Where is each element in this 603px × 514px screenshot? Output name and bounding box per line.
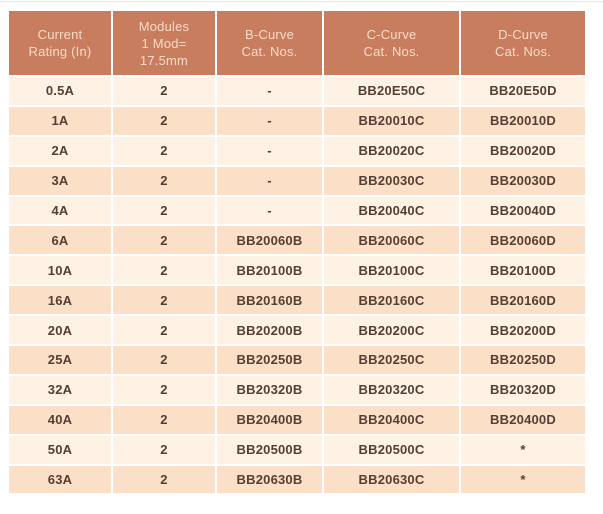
cell-c-curve: BB20250C	[324, 346, 459, 374]
cell-current-rating: 1A	[9, 106, 111, 135]
cell-d-curve: BB20030D	[461, 166, 585, 195]
cell-c-curve: BB20630C	[324, 465, 459, 494]
cell-modules: 2	[113, 346, 215, 374]
cell-current-rating: 25A	[9, 346, 111, 374]
cell-d-curve: BB20400D	[461, 405, 585, 434]
cell-b-curve: -	[217, 136, 322, 165]
cell-modules: 2	[113, 405, 215, 434]
cell-b-curve: BB20060B	[217, 226, 322, 255]
cell-modules: 2	[113, 106, 215, 135]
cell-b-curve: -	[217, 166, 322, 195]
cell-b-curve: -	[217, 77, 322, 105]
cell-b-curve: BB20400B	[217, 405, 322, 434]
cell-c-curve: BB20200C	[324, 316, 459, 345]
cell-d-curve: BB20100D	[461, 256, 585, 285]
table-header-row: Current Rating (In) Modules 1 Mod= 17.5m…	[9, 11, 585, 75]
cell-modules: 2	[113, 166, 215, 195]
table-body: 0.5A 2- BB20E50C BB20E50D 1A 2- BB20010C BB2001…	[9, 77, 585, 494]
column-header-b-curve: B-Curve Cat. Nos.	[217, 11, 322, 75]
cell-d-curve: BB20010D	[461, 106, 585, 135]
cell-b-curve: BB20100B	[217, 256, 322, 285]
cell-b-curve: BB20160B	[217, 286, 322, 315]
cell-current-rating: 63A	[9, 465, 111, 494]
cell-d-curve: BB20250D	[461, 346, 585, 374]
cell-c-curve: BB20100C	[324, 256, 459, 285]
cell-current-rating: 16A	[9, 286, 111, 315]
cell-b-curve: -	[217, 196, 322, 225]
cell-current-rating: 32A	[9, 375, 111, 404]
cell-b-curve: BB20630B	[217, 465, 322, 494]
cell-c-curve: BB20400C	[324, 405, 459, 434]
cell-c-curve: BB20E50C	[324, 77, 459, 105]
cell-current-rating: 0.5A	[9, 77, 111, 105]
cell-modules: 2	[113, 256, 215, 285]
cell-modules: 2	[113, 226, 215, 255]
cell-current-rating: 4A	[9, 196, 111, 225]
cell-c-curve: BB20010C	[324, 106, 459, 135]
catalog-table: Current Rating (In) Modules 1 Mod= 17.5m…	[9, 11, 585, 494]
column-header-d-curve: D-Curve Cat. Nos.	[461, 11, 585, 75]
cell-b-curve: BB20500B	[217, 435, 322, 464]
top-divider	[0, 1, 603, 2]
cell-c-curve: BB20500C	[324, 435, 459, 464]
cell-d-curve: BB20060D	[461, 226, 585, 255]
cell-modules: 2	[113, 286, 215, 315]
cell-modules: 2	[113, 435, 215, 464]
cell-d-curve: BB20160D	[461, 286, 585, 315]
cell-c-curve: BB20040C	[324, 196, 459, 225]
cell-current-rating: 2A	[9, 136, 111, 165]
cell-modules: 2	[113, 316, 215, 345]
cell-c-curve: BB20030C	[324, 166, 459, 195]
cell-c-curve: BB20160C	[324, 286, 459, 315]
cell-d-curve: BB20040D	[461, 196, 585, 225]
cell-d-curve: BB20320D	[461, 375, 585, 404]
cell-modules: 2	[113, 136, 215, 165]
column-header-c-curve: C-Curve Cat. Nos.	[324, 11, 459, 75]
cell-current-rating: 6A	[9, 226, 111, 255]
cell-current-rating: 10A	[9, 256, 111, 285]
cell-d-curve: BB20E50D	[461, 77, 585, 105]
cell-modules: 2	[113, 77, 215, 105]
cell-b-curve: BB20320B	[217, 375, 322, 404]
column-header-modules: Modules 1 Mod= 17.5mm	[113, 11, 215, 75]
cell-d-curve: BB20020D	[461, 136, 585, 165]
cell-modules: 2	[113, 375, 215, 404]
cell-b-curve: BB20200B	[217, 316, 322, 345]
cell-d-curve: *	[461, 465, 585, 494]
cell-c-curve: BB20060C	[324, 226, 459, 255]
cell-current-rating: 40A	[9, 405, 111, 434]
cell-current-rating: 3A	[9, 166, 111, 195]
cell-current-rating: 50A	[9, 435, 111, 464]
cell-d-curve: *	[461, 435, 585, 464]
cell-b-curve: -	[217, 106, 322, 135]
column-header-current-rating: Current Rating (In)	[9, 11, 111, 75]
cell-b-curve: BB20250B	[217, 346, 322, 374]
cell-d-curve: BB20200D	[461, 316, 585, 345]
cell-modules: 2	[113, 196, 215, 225]
cell-c-curve: BB20320C	[324, 375, 459, 404]
cell-c-curve: BB20020C	[324, 136, 459, 165]
cell-modules: 2	[113, 465, 215, 494]
cell-current-rating: 20A	[9, 316, 111, 345]
